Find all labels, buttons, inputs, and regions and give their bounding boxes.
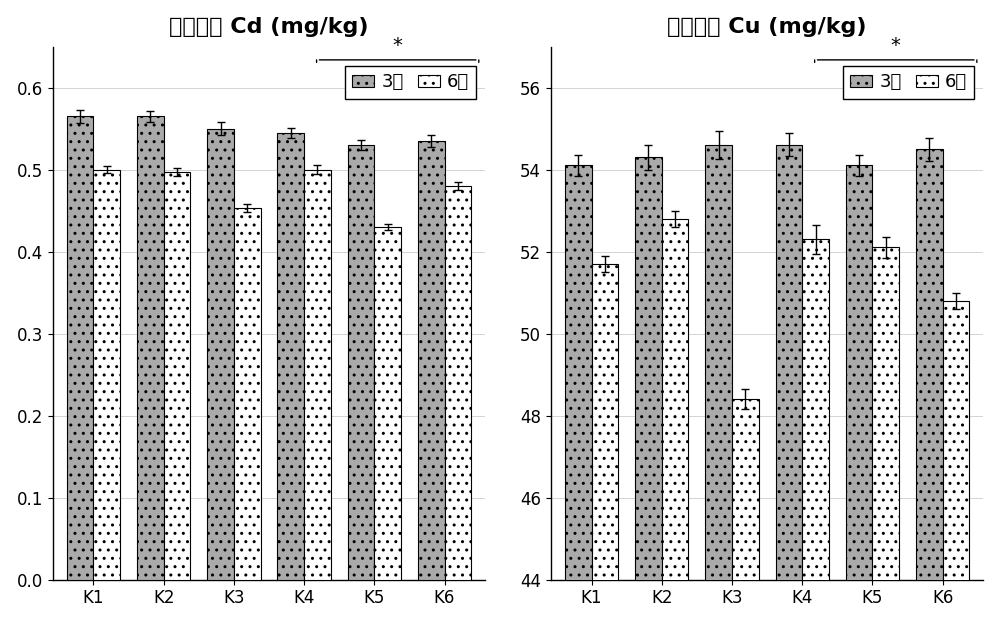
Bar: [802, 239, 829, 624]
Legend: 3月, 6月: 3月, 6月: [843, 66, 974, 99]
Bar: [445, 186, 471, 580]
Bar: [418, 141, 445, 580]
Title: 盆栽试验 Cd (mg/kg): 盆栽试验 Cd (mg/kg): [169, 17, 369, 37]
Bar: [374, 227, 401, 580]
Bar: [67, 116, 93, 580]
Legend: 3月, 6月: 3月, 6月: [345, 66, 476, 99]
Title: 盆栽试验 Cu (mg/kg): 盆栽试验 Cu (mg/kg): [667, 17, 867, 37]
Text: *: *: [393, 36, 403, 54]
Bar: [846, 165, 872, 624]
Bar: [705, 145, 732, 624]
Bar: [234, 208, 261, 580]
Bar: [592, 264, 618, 624]
Bar: [277, 133, 304, 580]
Bar: [164, 172, 190, 580]
Bar: [943, 301, 969, 624]
Bar: [137, 116, 164, 580]
Bar: [207, 129, 234, 580]
Bar: [565, 165, 592, 624]
Text: *: *: [891, 36, 901, 54]
Bar: [304, 170, 331, 580]
Bar: [872, 248, 899, 624]
Bar: [348, 145, 374, 580]
Bar: [916, 149, 943, 624]
Bar: [732, 399, 759, 624]
Bar: [93, 170, 120, 580]
Bar: [776, 145, 802, 624]
Bar: [635, 157, 662, 624]
Bar: [662, 219, 688, 624]
